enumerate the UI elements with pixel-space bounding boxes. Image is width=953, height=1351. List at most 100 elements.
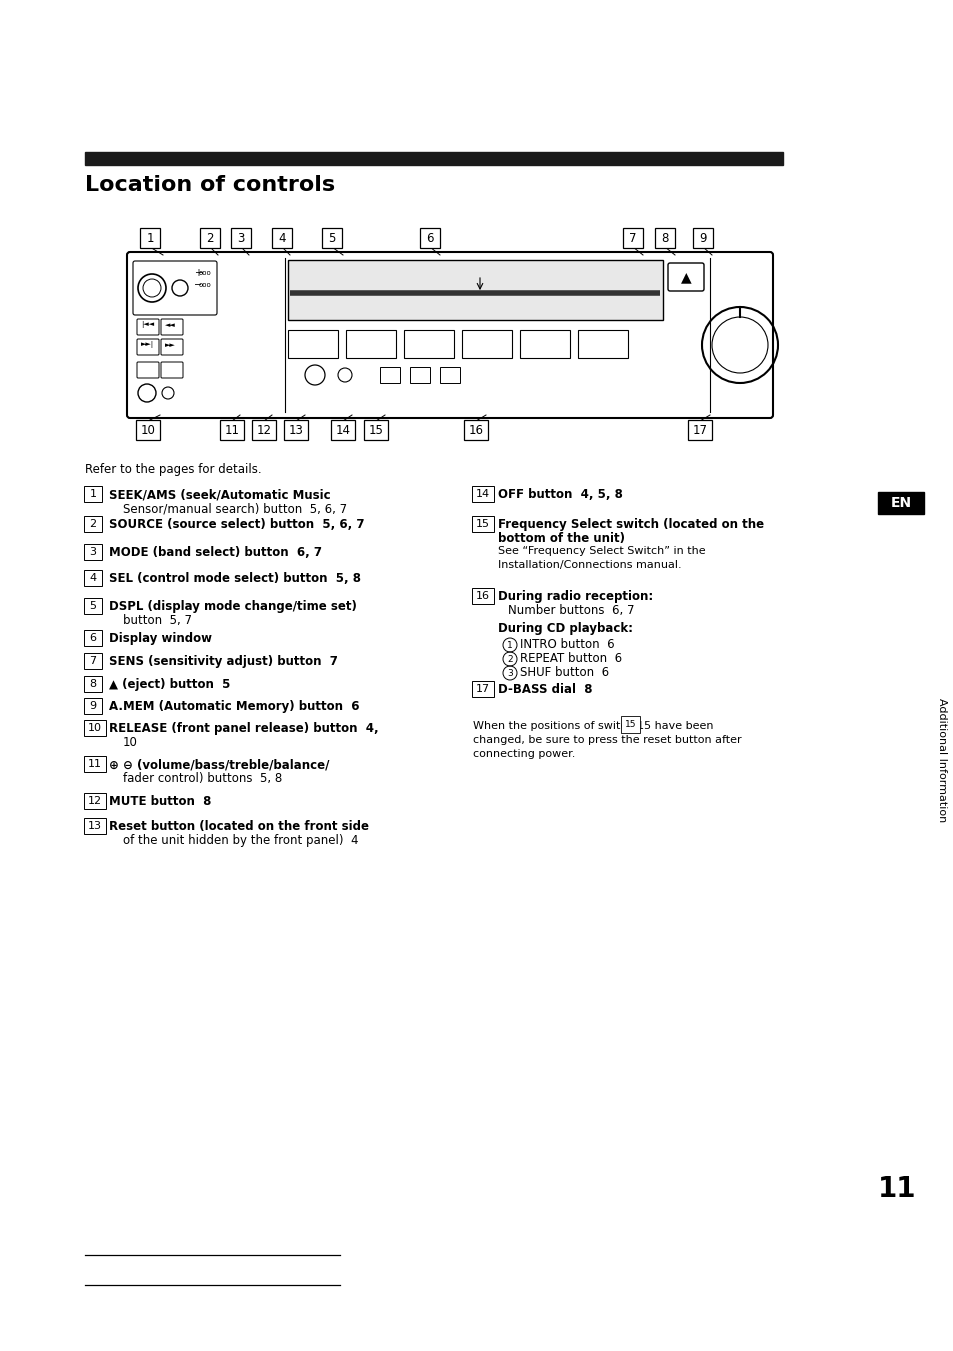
- Text: 8: 8: [660, 231, 668, 245]
- Text: Installation/Connections manual.: Installation/Connections manual.: [497, 561, 680, 570]
- Text: bottom of the unit): bottom of the unit): [497, 532, 624, 544]
- FancyBboxPatch shape: [84, 630, 102, 646]
- Text: Frequency Select switch (located on the: Frequency Select switch (located on the: [497, 517, 763, 531]
- FancyBboxPatch shape: [84, 516, 102, 532]
- Text: OFF button  4, 5, 8: OFF button 4, 5, 8: [497, 488, 622, 501]
- Text: connecting power.: connecting power.: [473, 748, 575, 759]
- FancyBboxPatch shape: [140, 228, 160, 249]
- Text: ooo: ooo: [198, 282, 212, 288]
- FancyBboxPatch shape: [364, 420, 388, 440]
- Text: 9: 9: [699, 231, 706, 245]
- FancyBboxPatch shape: [136, 420, 160, 440]
- FancyBboxPatch shape: [84, 757, 106, 771]
- Text: When the positions of switch 15 have been: When the positions of switch 15 have bee…: [473, 721, 713, 731]
- FancyBboxPatch shape: [84, 544, 102, 561]
- FancyBboxPatch shape: [472, 681, 494, 697]
- Bar: [346, 330, 395, 358]
- FancyBboxPatch shape: [84, 676, 102, 692]
- Text: 10: 10: [88, 723, 102, 734]
- Text: 10: 10: [123, 736, 138, 748]
- Bar: [403, 330, 454, 358]
- FancyBboxPatch shape: [161, 339, 183, 355]
- Text: See “Frequency Select Switch” in the: See “Frequency Select Switch” in the: [497, 546, 705, 557]
- Bar: [877, 492, 923, 513]
- Text: 4: 4: [90, 573, 96, 584]
- FancyBboxPatch shape: [472, 486, 494, 503]
- Text: changed, be sure to press the reset button after: changed, be sure to press the reset butt…: [473, 735, 740, 744]
- Text: of the unit hidden by the front panel)  4: of the unit hidden by the front panel) 4: [123, 834, 358, 847]
- Text: ►►: ►►: [165, 342, 175, 349]
- Text: Reset button (located on the front side: Reset button (located on the front side: [109, 820, 369, 834]
- FancyBboxPatch shape: [692, 228, 712, 249]
- Text: 15: 15: [476, 519, 490, 530]
- FancyBboxPatch shape: [84, 598, 102, 613]
- Bar: [288, 259, 662, 320]
- Text: 2: 2: [507, 654, 513, 663]
- Text: |◄◄: |◄◄: [141, 322, 154, 328]
- FancyBboxPatch shape: [231, 228, 251, 249]
- Text: 7: 7: [90, 657, 96, 666]
- Text: D-BASS dial  8: D-BASS dial 8: [497, 684, 592, 696]
- FancyBboxPatch shape: [687, 420, 711, 440]
- FancyBboxPatch shape: [463, 420, 488, 440]
- FancyBboxPatch shape: [655, 228, 675, 249]
- Text: MUTE button  8: MUTE button 8: [109, 794, 212, 808]
- Text: 6: 6: [426, 231, 434, 245]
- Text: 10: 10: [140, 423, 155, 436]
- Text: ooo: ooo: [198, 270, 212, 276]
- Text: ◄◄: ◄◄: [165, 322, 175, 328]
- FancyBboxPatch shape: [132, 261, 216, 315]
- Bar: [519, 330, 569, 358]
- FancyBboxPatch shape: [84, 486, 102, 503]
- Bar: [410, 367, 430, 382]
- Text: Sensor/manual search) button  5, 6, 7: Sensor/manual search) button 5, 6, 7: [123, 503, 347, 515]
- Text: 15: 15: [368, 423, 383, 436]
- Text: 12: 12: [256, 423, 272, 436]
- Text: Display window: Display window: [109, 632, 212, 644]
- FancyBboxPatch shape: [84, 793, 106, 809]
- FancyBboxPatch shape: [472, 588, 494, 604]
- Text: EN: EN: [889, 496, 911, 509]
- FancyBboxPatch shape: [161, 319, 183, 335]
- Text: 11: 11: [88, 759, 102, 769]
- Text: 6: 6: [90, 634, 96, 643]
- Text: ▲: ▲: [680, 270, 691, 284]
- Text: Refer to the pages for details.: Refer to the pages for details.: [85, 463, 261, 476]
- FancyBboxPatch shape: [252, 420, 275, 440]
- FancyBboxPatch shape: [472, 516, 494, 532]
- Text: REPEAT button  6: REPEAT button 6: [519, 653, 621, 665]
- Text: 8: 8: [90, 680, 96, 689]
- Text: 3: 3: [237, 231, 244, 245]
- Text: SEEK/AMS (seek/Automatic Music: SEEK/AMS (seek/Automatic Music: [109, 488, 331, 501]
- FancyBboxPatch shape: [220, 420, 244, 440]
- FancyBboxPatch shape: [137, 319, 159, 335]
- Text: 16: 16: [476, 590, 490, 601]
- Text: ⊕ ⊖ (volume/bass/treble/balance/: ⊕ ⊖ (volume/bass/treble/balance/: [109, 758, 329, 771]
- Bar: [85, 153, 782, 165]
- FancyBboxPatch shape: [161, 362, 183, 378]
- Text: During radio reception:: During radio reception:: [497, 590, 653, 603]
- Text: 3: 3: [507, 669, 513, 677]
- FancyBboxPatch shape: [137, 362, 159, 378]
- FancyBboxPatch shape: [322, 228, 341, 249]
- Text: 1: 1: [507, 640, 513, 650]
- Text: 15: 15: [624, 720, 636, 730]
- Text: 7: 7: [629, 231, 636, 245]
- FancyBboxPatch shape: [137, 339, 159, 355]
- Text: Number buttons  6, 7: Number buttons 6, 7: [507, 604, 634, 617]
- FancyBboxPatch shape: [84, 653, 102, 669]
- Text: DSPL (display mode change/time set): DSPL (display mode change/time set): [109, 600, 356, 613]
- FancyBboxPatch shape: [84, 698, 102, 713]
- Text: 5: 5: [328, 231, 335, 245]
- Bar: [379, 367, 399, 382]
- Text: 16: 16: [468, 423, 483, 436]
- Text: SHUF button  6: SHUF button 6: [519, 666, 608, 680]
- Text: 4: 4: [278, 231, 286, 245]
- Text: 2: 2: [206, 231, 213, 245]
- Text: 5: 5: [90, 601, 96, 611]
- Text: During CD playback:: During CD playback:: [497, 621, 633, 635]
- FancyBboxPatch shape: [272, 228, 292, 249]
- Text: INTRO button  6: INTRO button 6: [519, 638, 614, 651]
- Text: 17: 17: [692, 423, 707, 436]
- Text: ►►|: ►►|: [141, 342, 154, 349]
